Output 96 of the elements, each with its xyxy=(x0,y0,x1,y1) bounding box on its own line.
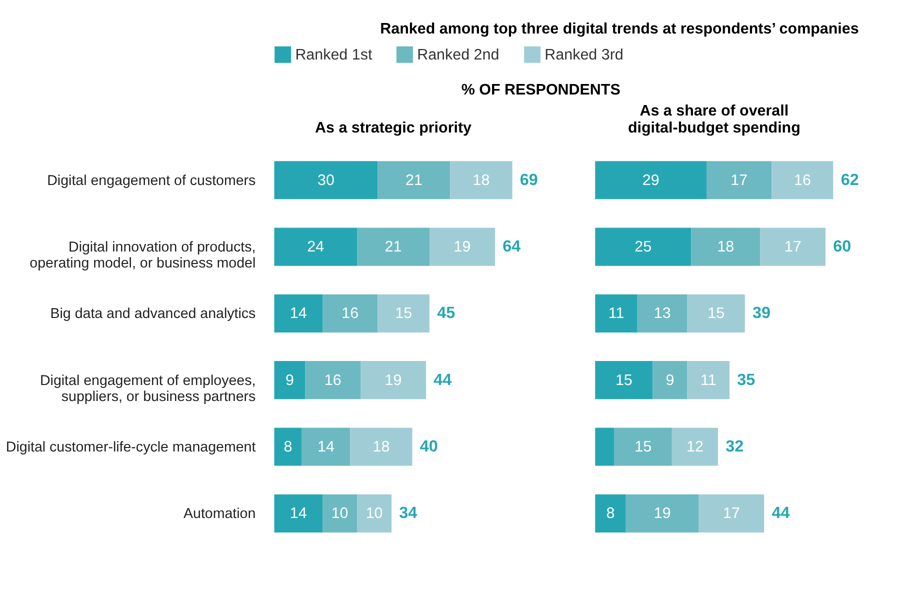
data-label: 12 xyxy=(686,438,704,456)
data-label: 18 xyxy=(717,238,734,256)
data-label: 16 xyxy=(324,372,342,389)
bar xyxy=(595,294,638,332)
bar xyxy=(305,361,360,400)
total-label: 64 xyxy=(502,238,521,256)
bar xyxy=(378,294,430,332)
data-label: 25 xyxy=(634,238,652,256)
total-label: 44 xyxy=(772,504,790,522)
bar xyxy=(322,294,378,332)
data-label: 21 xyxy=(384,238,402,256)
bar xyxy=(691,228,760,266)
bar xyxy=(672,428,718,466)
data-label: 14 xyxy=(290,505,308,522)
data-label: 19 xyxy=(654,505,671,522)
text: % OF RESPONDENTS xyxy=(461,81,620,98)
bar xyxy=(302,428,350,466)
bar xyxy=(350,428,412,466)
bar xyxy=(595,361,653,400)
bar xyxy=(595,161,706,200)
data-label: 14 xyxy=(290,305,308,322)
bar xyxy=(274,361,306,400)
bar xyxy=(687,361,730,400)
total-label: 69 xyxy=(520,170,538,189)
bar xyxy=(360,361,426,400)
data-label: 17 xyxy=(722,505,740,522)
y-tick-label: Digital engagement of customers xyxy=(47,172,256,189)
data-label: 10 xyxy=(331,505,348,522)
bar xyxy=(595,228,692,266)
y-tick-label: Digital customer-life-cycle management xyxy=(6,440,256,456)
data-label: 24 xyxy=(307,238,325,256)
chart-subtitle: As a strategic priority xyxy=(315,120,472,137)
y-tick-label: Digital engagement of employees, suppliers, or business partners xyxy=(40,372,256,406)
total-label: 44 xyxy=(434,370,452,389)
text: Ranked among top three digital trends at respondents’ companies xyxy=(380,20,859,38)
data-label: 10 xyxy=(366,505,383,522)
data-label: 29 xyxy=(642,172,660,189)
total-label: 60 xyxy=(833,238,852,256)
data-label: 16 xyxy=(794,172,811,189)
chart-subtitle: As a share of overall digital-budget spending xyxy=(628,102,800,137)
data-label: 30 xyxy=(318,172,334,189)
data-label: 19 xyxy=(454,238,471,256)
bar xyxy=(274,294,323,332)
bar xyxy=(429,228,496,266)
bar xyxy=(687,294,745,332)
y-tick-label: Automation xyxy=(184,506,256,522)
bar xyxy=(652,361,688,400)
data-label: 15 xyxy=(634,438,652,456)
data-label: 17 xyxy=(730,172,748,189)
y-tick-label: Digital innovation of products, operating model, or business model xyxy=(30,240,256,272)
data-label: 15 xyxy=(708,305,725,322)
bar xyxy=(274,494,323,532)
bar xyxy=(322,494,358,532)
bar xyxy=(357,494,392,532)
bar xyxy=(595,494,626,532)
bar xyxy=(378,161,450,200)
bar xyxy=(637,294,688,332)
bar xyxy=(760,228,826,266)
data-label: 14 xyxy=(318,438,335,456)
total-label: 40 xyxy=(420,438,438,456)
data-label: 9 xyxy=(666,372,674,389)
data-label: 16 xyxy=(342,305,359,322)
bar xyxy=(698,494,764,532)
data-label: 19 xyxy=(384,372,402,389)
bar xyxy=(357,228,430,266)
data-label: 15 xyxy=(615,372,632,389)
total-label: 32 xyxy=(726,438,744,456)
bar xyxy=(274,428,302,466)
bar xyxy=(626,494,699,532)
y-tick-label: Big data and advanced analytics xyxy=(50,306,256,322)
bar xyxy=(772,161,834,200)
total-label: 35 xyxy=(737,370,756,389)
data-label: 18 xyxy=(372,438,390,456)
total-label: 62 xyxy=(840,170,859,189)
bar xyxy=(595,428,614,466)
legend-label: Ranked 2nd xyxy=(417,46,500,64)
legend-label: Ranked 1st xyxy=(295,46,373,64)
data-label: 13 xyxy=(654,305,671,322)
data-label: 17 xyxy=(784,238,802,256)
data-label: 15 xyxy=(395,305,412,322)
total-label: 34 xyxy=(399,504,418,522)
data-label: 8 xyxy=(606,505,615,522)
data-label: 8 xyxy=(284,438,292,456)
data-label: 21 xyxy=(406,172,422,189)
bar xyxy=(274,161,378,200)
total-label: 45 xyxy=(437,304,456,322)
data-label: 18 xyxy=(472,172,490,189)
bar xyxy=(450,161,512,200)
data-label: 11 xyxy=(700,372,716,389)
bar xyxy=(614,428,672,466)
data-label: 9 xyxy=(286,372,294,389)
data-label: 11 xyxy=(608,305,624,322)
total-label: 39 xyxy=(752,304,771,322)
bar xyxy=(274,228,358,266)
legend-label: Ranked 3rd xyxy=(544,46,624,64)
bar xyxy=(706,161,772,200)
